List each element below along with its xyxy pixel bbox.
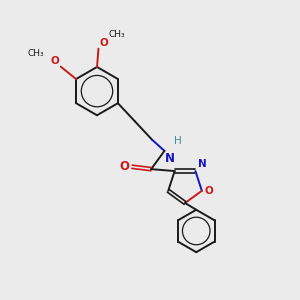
Text: N: N [165,152,175,165]
Text: O: O [205,186,214,196]
Text: CH₃: CH₃ [28,50,45,58]
Text: O: O [99,38,108,48]
Text: CH₃: CH₃ [109,30,125,39]
Text: H: H [174,136,182,146]
Text: O: O [119,160,129,173]
Text: O: O [51,56,59,66]
Text: N: N [198,159,206,169]
